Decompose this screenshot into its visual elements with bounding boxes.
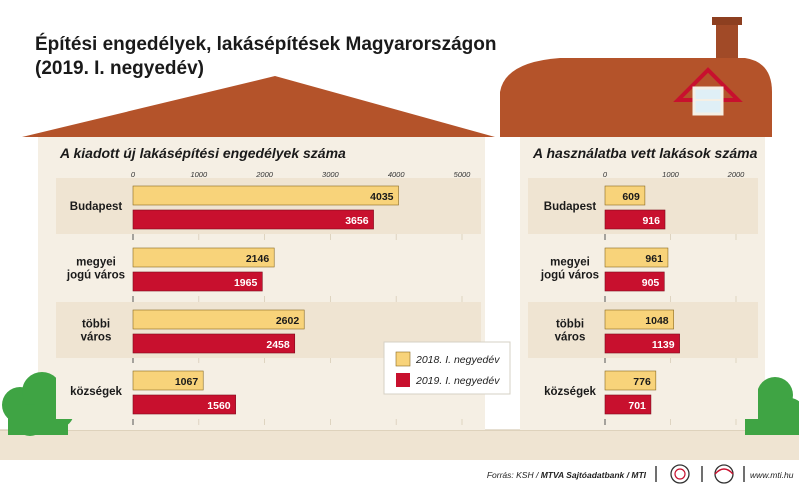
value-label: 1139 bbox=[652, 339, 675, 351]
value-label: 2146 bbox=[246, 253, 270, 265]
bar-2019 bbox=[604, 394, 652, 415]
category-label-line: Budapest bbox=[544, 201, 597, 213]
x-tick-label: 2000 bbox=[255, 170, 274, 179]
footer-agency: MTVA Sajtóadatbank / MTI bbox=[541, 470, 647, 480]
x-tick-label: 3000 bbox=[322, 170, 340, 179]
category-label-line: város bbox=[555, 332, 586, 344]
footer-source-prefix: Forrás: KSH / bbox=[487, 470, 541, 480]
chimney bbox=[716, 22, 738, 62]
legend: 2018. I. negyedév 2019. I. negyedév bbox=[383, 341, 511, 395]
legend-swatch-2018 bbox=[395, 351, 411, 367]
category-label: megyei jogú város bbox=[540, 257, 599, 282]
bar-2018 bbox=[132, 247, 275, 268]
value-label: 2602 bbox=[276, 315, 300, 327]
bar-2018 bbox=[604, 309, 674, 330]
bar-2019 bbox=[132, 394, 236, 415]
x-tick-label: 1000 bbox=[662, 170, 680, 179]
bar-2018 bbox=[132, 185, 399, 206]
value-label: 916 bbox=[642, 215, 660, 227]
completions-chart: A használatba vett lakások száma 0 1000 20… bbox=[528, 145, 758, 425]
category-label: községek bbox=[70, 386, 122, 398]
x-tick-label: 4000 bbox=[388, 170, 406, 179]
category-label-line: többi bbox=[82, 319, 110, 331]
bar-2018 bbox=[604, 370, 657, 391]
value-label: 1067 bbox=[175, 376, 199, 388]
legend-label-2018: 2018. I. negyedév bbox=[415, 354, 500, 366]
value-label: 3656 bbox=[345, 215, 369, 227]
permits-chart-title: A kiadott új lakásépítési engedélyek szá… bbox=[59, 145, 346, 161]
x-tick-label: 1000 bbox=[190, 170, 208, 179]
bar-2018 bbox=[132, 309, 305, 330]
bar-2018 bbox=[604, 247, 669, 268]
completions-chart-title: A használatba vett lakások száma bbox=[532, 145, 758, 161]
mti-logo-icon bbox=[714, 464, 734, 484]
bar-2019 bbox=[604, 271, 665, 292]
completions-x-axis: 0 1000 2000 bbox=[603, 170, 745, 179]
permits-category-labels: Budapest megyei jogú város többi város község… bbox=[66, 201, 125, 398]
bar-2018 bbox=[132, 370, 204, 391]
chimney-cap bbox=[712, 17, 742, 25]
category-label: megyei jogú város bbox=[66, 257, 125, 282]
completions-bars bbox=[604, 185, 680, 415]
bush-right bbox=[742, 377, 799, 435]
category-label-line: községek bbox=[544, 386, 596, 398]
footer-source: Forrás: KSH / MTVA Sajtóadatbank / MTI bbox=[487, 470, 647, 480]
x-tick-label: 5000 bbox=[454, 170, 472, 179]
category-label-line: jogú város bbox=[66, 270, 125, 282]
category-label: Budapest bbox=[70, 201, 123, 213]
value-label: 1560 bbox=[207, 400, 231, 412]
value-label: 1965 bbox=[234, 277, 258, 289]
category-label-line: többi bbox=[556, 319, 584, 331]
permits-chart: A kiadott új lakásépítési engedélyek szá… bbox=[56, 145, 481, 425]
x-tick-label: 0 bbox=[131, 170, 136, 179]
value-label: 1048 bbox=[645, 315, 669, 327]
category-label: Budapest bbox=[544, 201, 597, 213]
ground-band bbox=[0, 430, 799, 460]
value-label: 2458 bbox=[266, 339, 290, 351]
x-tick-label: 0 bbox=[603, 170, 608, 179]
bar-2019 bbox=[132, 333, 296, 354]
category-label-line: város bbox=[81, 332, 112, 344]
legend-swatch-2019 bbox=[396, 373, 410, 387]
category-label-line: községek bbox=[70, 386, 122, 398]
mtva-logo-icon bbox=[670, 464, 690, 484]
bar-2019 bbox=[604, 209, 666, 230]
bar-2019 bbox=[604, 333, 680, 354]
value-label: 4035 bbox=[370, 191, 394, 203]
permits-bars bbox=[132, 185, 399, 415]
bar-2019 bbox=[132, 271, 263, 292]
category-label-line: megyei bbox=[550, 257, 590, 269]
value-label: 776 bbox=[633, 376, 651, 388]
page-title-line1: Építési engedélyek, lakásépítések Magyar… bbox=[35, 33, 496, 55]
permits-x-axis: 0 1000 2000 3000 4000 5000 bbox=[131, 170, 471, 179]
footer: Forrás: KSH / MTVA Sajtóadatbank / MTI w… bbox=[487, 464, 794, 484]
value-label: 961 bbox=[645, 253, 663, 265]
bar-2018 bbox=[604, 185, 646, 206]
category-label: többi város bbox=[81, 319, 112, 344]
completions-category-labels: Budapest megyei jogú város többi város község… bbox=[540, 201, 599, 398]
category-label-line: megyei bbox=[76, 257, 116, 269]
footer-url: www.mti.hu bbox=[750, 470, 794, 480]
bar-2019 bbox=[132, 209, 374, 230]
left-roof bbox=[22, 76, 495, 137]
category-label-line: Budapest bbox=[70, 201, 123, 213]
value-label: 905 bbox=[642, 277, 660, 289]
legend-label-2019: 2019. I. negyedév bbox=[415, 375, 500, 387]
value-label: 701 bbox=[628, 400, 646, 412]
category-label: többi város bbox=[555, 319, 586, 344]
value-label: 609 bbox=[622, 191, 640, 203]
category-label: községek bbox=[544, 386, 596, 398]
category-label-line: jogú város bbox=[540, 270, 599, 282]
page-title-line2: (2019. I. negyedév) bbox=[35, 58, 204, 79]
x-tick-label: 2000 bbox=[727, 170, 746, 179]
